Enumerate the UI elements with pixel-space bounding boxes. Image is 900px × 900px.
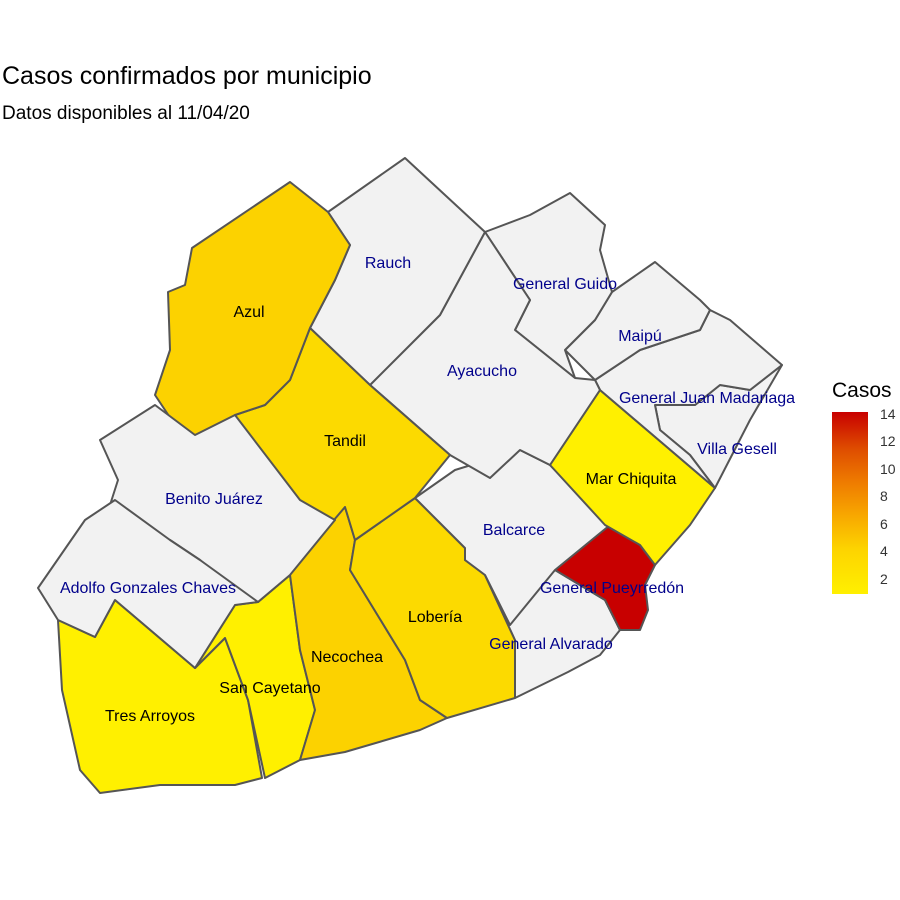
legend-tick-mark <box>868 443 873 444</box>
legend-tick-mark <box>868 471 873 472</box>
label-benito-juarez: Benito Juárez <box>165 491 263 508</box>
legend-tick-mark <box>868 553 873 554</box>
legend-tick-mark <box>868 416 873 417</box>
label-balcarce: Balcarce <box>483 522 545 539</box>
region-ayacucho <box>369 231 601 479</box>
legend-tick-label: 14 <box>880 406 896 422</box>
legend-tick-mark <box>868 581 873 582</box>
label-tandil: Tandil <box>324 433 366 450</box>
map-subtitle: Datos disponibles al 11/04/20 <box>2 103 250 124</box>
label-villa-gesell: Villa Gesell <box>697 441 777 458</box>
label-adolfo-gonzales-chaves: Adolfo Gonzales Chaves <box>60 580 236 597</box>
legend-tick-label: 10 <box>880 461 896 477</box>
label-general-juan-madariaga: General Juan Madariaga <box>619 390 795 407</box>
legend-tick-label: 8 <box>880 488 888 504</box>
legend-title: Casos <box>832 379 892 402</box>
region-azul <box>154 181 351 464</box>
label-rauch: Rauch <box>365 255 411 272</box>
legend-tick-label: 6 <box>880 516 888 532</box>
label-general-alvarado: General Alvarado <box>489 636 613 653</box>
region-adolfo-gonzales-chaves <box>37 499 259 669</box>
legend-tick-label: 2 <box>880 571 888 587</box>
label-maipu: Maipú <box>618 328 662 345</box>
label-tres-arroyos: Tres Arroyos <box>105 708 195 725</box>
legend-tick-mark <box>868 498 873 499</box>
label-general-pueyrredon: General Pueyrredón <box>540 580 684 597</box>
legend-tick-label: 4 <box>880 543 888 559</box>
label-azul: Azul <box>233 304 264 321</box>
map-title: Casos confirmados por municipio <box>2 62 372 90</box>
label-necochea: Necochea <box>311 649 383 666</box>
legend-tick-label: 12 <box>880 433 896 449</box>
legend-color-bar <box>832 412 868 594</box>
label-general-guido: General Guido <box>513 276 617 293</box>
legend-tick-mark <box>868 526 873 527</box>
label-mar-chiquita: Mar Chiquita <box>586 471 677 488</box>
label-san-cayetano: San Cayetano <box>219 680 321 697</box>
label-ayacucho: Ayacucho <box>447 363 517 380</box>
label-loberia: Lobería <box>408 609 462 626</box>
